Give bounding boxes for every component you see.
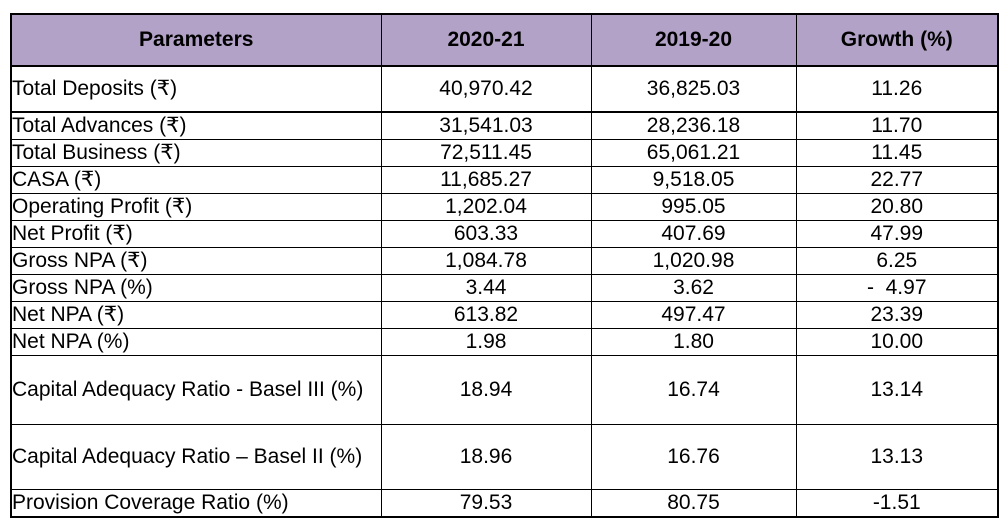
table-body: Total Deposits (₹) 40,970.42 36,825.03 1… — [10, 65, 999, 518]
value-cell: 72,511.45 — [380, 139, 592, 167]
parameter-cell: Total Business (₹) — [10, 139, 382, 167]
value-cell: 10.00 — [795, 328, 999, 356]
table-row-net-npa-percent: Net NPA (%) 1.98 1.80 10.00 — [10, 328, 999, 356]
value-cell: 603.33 — [380, 220, 592, 248]
value-cell: 613.82 — [380, 301, 592, 329]
table-row-total-deposits: Total Deposits (₹) 40,970.42 36,825.03 1… — [10, 65, 999, 113]
value-cell: 11.70 — [795, 111, 999, 140]
value-cell: 80.75 — [590, 488, 797, 518]
table-header: Parameters 2020-21 2019-20 Growth (%) — [10, 13, 999, 67]
parameter-cell: Total Deposits (₹) — [10, 65, 382, 113]
parameter-cell: Net NPA (₹) — [10, 301, 382, 329]
value-cell: 11,685.27 — [380, 166, 592, 194]
value-cell: 407.69 — [590, 220, 797, 248]
financial-highlights-table: Parameters 2020-21 2019-20 Growth (%) To… — [10, 13, 999, 518]
value-cell: 16.74 — [590, 355, 797, 425]
table-row-car-basel-ii: Capital Adequacy Ratio – Basel II (%) 18… — [10, 424, 999, 490]
value-cell: 1.80 — [590, 328, 797, 356]
value-cell: 18.96 — [380, 424, 592, 490]
value-cell: -1.51 — [795, 488, 999, 518]
value-cell: 22.77 — [795, 166, 999, 194]
column-header-growth: Growth (%) — [795, 13, 999, 67]
parameter-cell: Provision Coverage Ratio (%) — [10, 488, 382, 518]
value-cell: 23.39 — [795, 301, 999, 329]
table-row-gross-npa-amount: Gross NPA (₹) 1,084.78 1,020.98 6.25 — [10, 247, 999, 275]
value-cell: 31,541.03 — [380, 111, 592, 140]
value-cell: 3.44 — [380, 274, 592, 302]
value-cell: 79.53 — [380, 488, 592, 518]
value-cell: 1,202.04 — [380, 193, 592, 221]
value-cell: - 4.97 — [795, 274, 999, 302]
value-cell: 1,020.98 — [590, 247, 797, 275]
parameter-cell: Net NPA (%) — [10, 328, 382, 356]
value-cell: 20.80 — [795, 193, 999, 221]
parameter-cell: Gross NPA (₹) — [10, 247, 382, 275]
parameter-cell: Gross NPA (%) — [10, 274, 382, 302]
value-cell: 13.13 — [795, 424, 999, 490]
column-header-parameters: Parameters — [10, 13, 382, 67]
parameter-cell: Total Advances (₹) — [10, 111, 382, 140]
table-row-casa: CASA (₹) 11,685.27 9,518.05 22.77 — [10, 166, 999, 194]
value-cell: 1.98 — [380, 328, 592, 356]
header-row: Parameters 2020-21 2019-20 Growth (%) — [10, 13, 999, 67]
table-row-net-npa-amount: Net NPA (₹) 613.82 497.47 23.39 — [10, 301, 999, 329]
table-row-gross-npa-percent: Gross NPA (%) 3.44 3.62 - 4.97 — [10, 274, 999, 302]
parameter-cell: Operating Profit (₹) — [10, 193, 382, 221]
value-cell: 36,825.03 — [590, 65, 797, 113]
value-cell: 65,061.21 — [590, 139, 797, 167]
value-cell: 6.25 — [795, 247, 999, 275]
parameter-cell: Net Profit (₹) — [10, 220, 382, 248]
value-cell: 11.26 — [795, 65, 999, 113]
column-header-2019-20: 2019-20 — [590, 13, 797, 67]
table-row-provision-coverage-ratio: Provision Coverage Ratio (%) 79.53 80.75… — [10, 488, 999, 518]
value-cell: 995.05 — [590, 193, 797, 221]
table-row-operating-profit: Operating Profit (₹) 1,202.04 995.05 20.… — [10, 193, 999, 221]
table-row-net-profit: Net Profit (₹) 603.33 407.69 47.99 — [10, 220, 999, 248]
value-cell: 18.94 — [380, 355, 592, 425]
value-cell: 497.47 — [590, 301, 797, 329]
value-cell: 47.99 — [795, 220, 999, 248]
value-cell: 1,084.78 — [380, 247, 592, 275]
parameter-cell: Capital Adequacy Ratio – Basel II (%) — [10, 424, 382, 490]
value-cell: 13.14 — [795, 355, 999, 425]
value-cell: 11.45 — [795, 139, 999, 167]
value-cell: 40,970.42 — [380, 65, 592, 113]
value-cell: 16.76 — [590, 424, 797, 490]
value-cell: 3.62 — [590, 274, 797, 302]
table-row-total-business: Total Business (₹) 72,511.45 65,061.21 1… — [10, 139, 999, 167]
column-header-2020-21: 2020-21 — [380, 13, 592, 67]
table-row-total-advances: Total Advances (₹) 31,541.03 28,236.18 1… — [10, 111, 999, 140]
parameter-cell: Capital Adequacy Ratio - Basel III (%) — [10, 355, 382, 425]
table-row-car-basel-iii: Capital Adequacy Ratio - Basel III (%) 1… — [10, 355, 999, 425]
value-cell: 9,518.05 — [590, 166, 797, 194]
parameter-cell: CASA (₹) — [10, 166, 382, 194]
value-cell: 28,236.18 — [590, 111, 797, 140]
